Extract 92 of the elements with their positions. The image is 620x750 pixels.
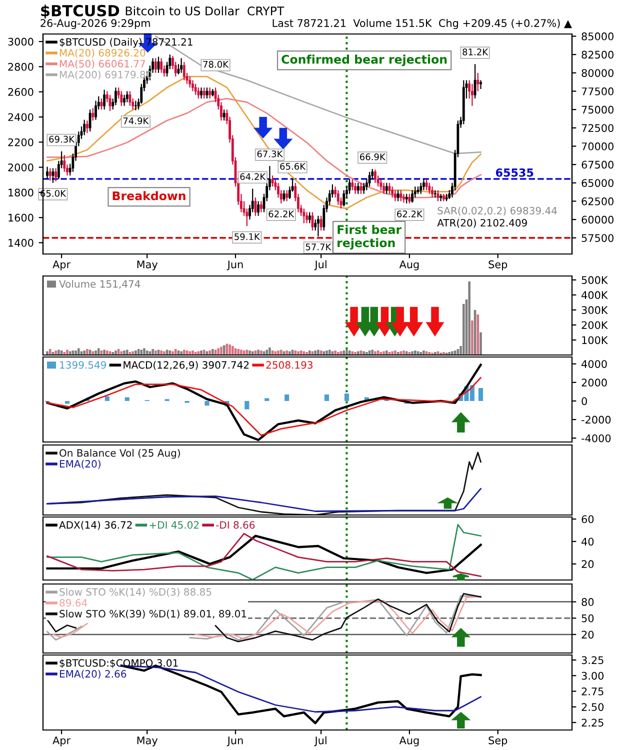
legend-label: On Balance Vol (25 Aug) — [60, 449, 180, 459]
y-tick-label: 2.25 — [582, 718, 604, 727]
x-tick-label: May — [137, 260, 158, 270]
y2-tick-label: 2600 — [8, 88, 34, 96]
y-tick-label: 82500 — [582, 50, 614, 59]
annotation: 62.2K — [268, 210, 294, 218]
y-tick-label: 70000 — [582, 142, 614, 150]
annotation: 78.0K — [203, 60, 229, 68]
legend-label: 2508.193 — [266, 361, 312, 369]
x-tick-label: Apr — [52, 736, 71, 746]
legend-label: Slow STO %K(14) %D(3) 88.85 — [60, 588, 212, 597]
y-tick-label: 60000 — [582, 216, 614, 224]
x-tick-label: Jun — [226, 736, 243, 746]
y2-tick-label: 2000 — [8, 163, 34, 172]
y-tick-label: 80 — [582, 598, 594, 606]
legend-label: -DI 8.66 — [216, 521, 255, 529]
annotation: 81.2K — [462, 48, 488, 56]
legend-label: EMA(20) 2.66 — [60, 670, 126, 679]
y-tick-label: 67500 — [582, 160, 614, 169]
y-tick-label: 20 — [582, 630, 594, 639]
annotation: First bear rejection — [338, 224, 402, 250]
y-tick-label: 50 — [582, 614, 594, 622]
y-tick-label: 65000 — [582, 179, 614, 187]
y2-tick-label: 2800 — [8, 62, 34, 71]
y-tick-label: 300K — [582, 306, 608, 314]
legend-label: Volume 151,474 — [59, 280, 140, 289]
y-tick-label: 60 — [582, 515, 594, 524]
y-tick-label: 77500 — [582, 87, 614, 96]
chart-subtitle: Bitcoin to US Dollar CRYPT — [126, 6, 284, 16]
x-tick-label: Jul — [314, 260, 326, 270]
annotation: 59.1K — [234, 233, 260, 240]
y-tick-label: 200K — [582, 321, 608, 330]
legend-label: Slow STO %K(39) %D(1) 89.01, 89.01 — [60, 610, 246, 619]
y-tick-label: 0 — [582, 397, 587, 406]
ref-line-label: 65535 — [496, 168, 534, 177]
y-tick-label: 2000 — [582, 378, 607, 387]
y-tick-label: 40 — [582, 538, 594, 546]
legend-label: MACD(12,26,9) 3907.742 — [124, 361, 249, 370]
legend-label: MA(20) 68926.20 — [60, 48, 146, 58]
y-tick-label: 62500 — [582, 197, 614, 206]
annotation: 69.3K — [49, 136, 75, 143]
x-tick-label: Aug — [399, 260, 419, 270]
y-tick-label: 2.50 — [582, 703, 604, 711]
legend-label: 1399.549 — [60, 361, 106, 369]
y2-tick-label: 1400 — [8, 238, 34, 247]
annotation: 62.2K — [397, 210, 423, 218]
annotation: 66.9K — [360, 153, 386, 160]
text: 26-Aug-2026 9:29pm — [40, 19, 150, 30]
legend-label: MA(50) 66061.77 — [60, 60, 146, 69]
legend-label: +DI 45.02 — [150, 521, 199, 529]
y2-tick-label: 2200 — [8, 138, 34, 146]
annotation: 67.3K — [257, 150, 283, 158]
legend-label: EMA(20) — [60, 460, 100, 469]
legend-label: 89.64 — [60, 599, 88, 607]
y2-tick-label: 1600 — [8, 214, 34, 222]
y-tick-label: -4000 — [582, 434, 611, 442]
y-tick-label: 400K — [582, 291, 608, 300]
y-tick-label: 4000 — [582, 360, 607, 368]
y-tick-label: 80000 — [582, 69, 614, 77]
x-tick-label: May — [137, 736, 158, 746]
y2-tick-label: 2400 — [8, 113, 34, 122]
legend-label: ADX(14) 36.72 — [59, 521, 132, 530]
y-tick-label: 3.25 — [582, 656, 604, 664]
y-tick-label: 85000 — [582, 32, 614, 40]
legend-label: $BTCUSD:$COMPQ 3.01 — [60, 659, 178, 668]
annotation: Confirmed bear rejection — [282, 54, 447, 66]
x-tick-label: Jul — [314, 736, 326, 746]
annotation: ATR(20) 2102.409 — [437, 218, 527, 228]
y-tick-label: 75000 — [582, 106, 614, 114]
annotation: 64.2K — [240, 173, 266, 180]
x-tick-label: Jun — [226, 260, 243, 270]
y-tick-label: 20 — [582, 560, 594, 568]
annotation: Breakdown — [112, 191, 186, 200]
x-tick-label: Sep — [488, 736, 508, 746]
annotation: 57.7K — [306, 244, 332, 250]
y-tick-label: 57500 — [582, 234, 614, 242]
chart-title: $BTCUSD — [41, 4, 120, 18]
y-tick-label: 100K — [582, 336, 608, 344]
y-tick-label: 3.00 — [582, 672, 604, 680]
y-tick-label: 2.75 — [582, 687, 604, 696]
y2-tick-label: 3000 — [8, 38, 34, 46]
annotation: SAR(0.02,0.2) 69839.44 — [438, 206, 557, 216]
y-tick-label: -2000 — [582, 416, 611, 424]
y2-tick-label: 1800 — [8, 188, 34, 197]
x-tick-label: Aug — [399, 736, 419, 746]
x-tick-label: Apr — [52, 260, 71, 270]
annotation: 65.6K — [280, 162, 306, 170]
y-tick-label: 72500 — [582, 124, 614, 132]
annotation: 74.9K — [123, 117, 149, 124]
x-tick-label: Sep — [488, 260, 508, 270]
y-tick-label: 500K — [582, 276, 608, 284]
text: Last 78721.21 Volume 151.5K Chg +209.45 (+0.27%) ▲ — [272, 18, 572, 30]
